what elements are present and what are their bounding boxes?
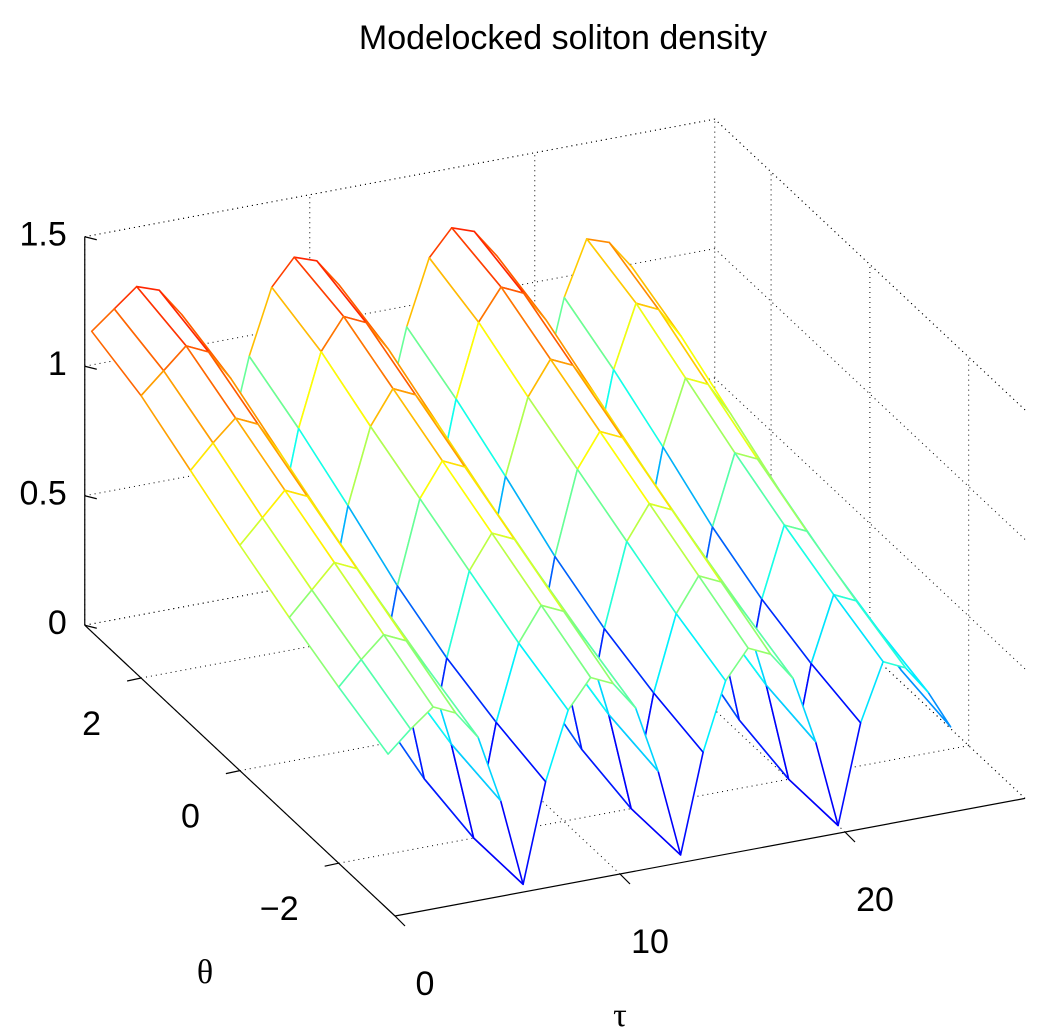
x-tick-label: 20 [856, 881, 894, 919]
z-tick [84, 624, 97, 629]
y-tick [126, 677, 142, 682]
x-tick-label: 10 [631, 923, 669, 961]
grid-line [84, 118, 715, 238]
grid-line [714, 118, 1026, 411]
x-tick [394, 915, 406, 927]
y-tick-label: 0 [181, 798, 200, 836]
y-axis-label: θ [197, 954, 213, 991]
grid-line [714, 377, 1026, 670]
mesh-cell [337, 658, 412, 755]
z-tick-label: 0.5 [20, 475, 67, 513]
grid-line [714, 248, 1026, 540]
y-tick-label: 2 [82, 705, 101, 743]
x-axis-label: τ [613, 997, 627, 1034]
chart-title: Modelocked soliton density [359, 19, 767, 57]
y-tick [324, 862, 339, 867]
y-tick-label: −2 [260, 890, 299, 928]
x-tick [844, 831, 856, 843]
z-tick [84, 236, 97, 241]
z-tick [84, 365, 97, 370]
surface-layer [90, 227, 952, 886]
grid-line [84, 248, 715, 367]
z-tick [84, 495, 97, 500]
x-tick [619, 873, 631, 885]
z-tick-label: 1.5 [20, 216, 67, 254]
grid-line [309, 582, 621, 875]
z-tick-label: 1 [48, 345, 67, 383]
z-tick-label: 0 [48, 604, 67, 642]
x-axis [394, 797, 1026, 917]
x-tick-label: 0 [416, 965, 435, 1003]
grid-line [714, 507, 1026, 799]
y-tick [225, 770, 241, 775]
